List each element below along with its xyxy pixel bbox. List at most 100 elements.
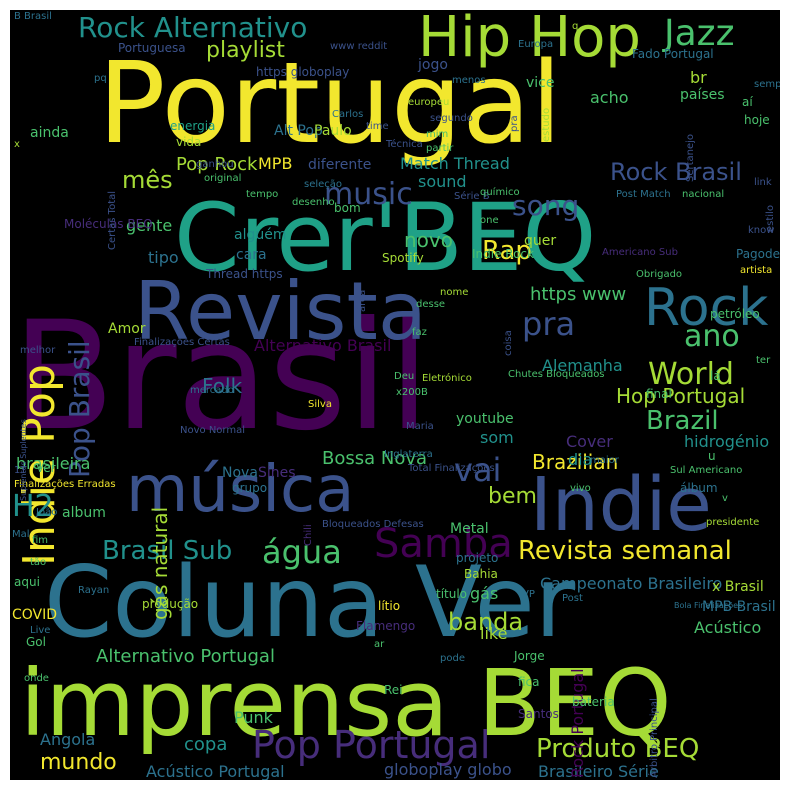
word-brazil: Brazil: [646, 406, 719, 436]
word-estudo: estudo: [541, 107, 552, 142]
word-album-accent: álbum: [680, 481, 718, 495]
word-copa: copa: [184, 734, 228, 755]
word-spotify: Spotify: [382, 251, 424, 265]
word-world: World: [648, 357, 734, 392]
word-coluna-ver: Coluna Ver: [44, 546, 576, 660]
word-alemanha: Alemanha: [542, 356, 623, 375]
word-mpb-brasil: MPB Brasil: [702, 599, 776, 615]
word-tipo: tipo: [148, 248, 179, 267]
word-gente: gente: [126, 216, 173, 235]
word-titulo: título: [436, 587, 468, 601]
word-mes: mês: [122, 166, 173, 194]
word-ainda: ainda: [30, 125, 69, 141]
word-jazz: Jazz: [664, 13, 735, 54]
word-vivo: vivo: [570, 483, 591, 494]
word-playlist: playlist: [206, 38, 285, 63]
word-time: time: [366, 121, 389, 132]
word-onde: onde: [24, 673, 49, 684]
word-sound: sound: [418, 172, 467, 191]
word-nova: Nova: [222, 465, 258, 481]
word-artista: artista: [740, 265, 773, 276]
word-banda: banda: [448, 608, 524, 636]
word-arbitro: Árbitro Principal: [649, 698, 660, 778]
word-brasil: Brasil: [12, 290, 430, 464]
word-desse: desse: [416, 299, 446, 310]
word-eletronico: Eletrónico: [422, 373, 472, 384]
word-rock-alternativo: Rock Alternativo: [78, 11, 308, 44]
word-alternativo-brasil: Alternativo Brasil: [254, 336, 392, 355]
word-indie: Indie: [530, 462, 712, 548]
word-quimico: químico: [480, 187, 520, 198]
word-rayan: Rayan: [78, 585, 110, 596]
word-x-brasil: x Brasil: [712, 579, 764, 595]
word-obrigado: Obrigado: [636, 269, 683, 280]
word-crer-beq: Crer'BEQ: [174, 184, 597, 293]
word-hoje: hoje: [744, 113, 770, 127]
word-pop-rock: Pop Rock: [176, 154, 258, 175]
word-bem: bem: [488, 484, 537, 509]
word-melhor: melhor: [20, 345, 56, 356]
word-metal: Metal: [450, 521, 489, 537]
word-globoplay-globo: globoplay globo: [384, 760, 512, 779]
word-v: v: [722, 493, 728, 504]
word-hop-portugal: Hop Portugal: [616, 384, 746, 408]
word-ganhou: ganhou: [196, 159, 234, 170]
word-tecnica: Técnica: [386, 139, 423, 150]
word-brasileira: brasileira: [16, 454, 91, 473]
word-aqui: aqui: [14, 575, 40, 589]
word-cover: Cover: [566, 432, 613, 451]
word-vp: VP: [522, 589, 535, 600]
word-europa: Europa: [518, 39, 554, 50]
word-hip-hop: Hip Hop: [418, 10, 641, 70]
word-cara: cara: [236, 247, 267, 263]
word-gol: Gol: [26, 635, 46, 649]
word-brazilian: Brazilian: [532, 450, 619, 474]
word-campeonato-brasileiro: Campeonato Brasileiro: [540, 574, 723, 593]
word-indie-rock: Indie Rock: [472, 247, 534, 261]
word-folk: Folk: [202, 374, 243, 398]
word-alt-pop: Alt Pop: [274, 123, 323, 139]
word-know: know: [748, 225, 775, 236]
word-area: área: [357, 289, 368, 312]
word-vai: vai: [454, 451, 502, 489]
word-live: Live: [30, 625, 51, 636]
word-agua: água: [262, 533, 342, 571]
word-american-sub: Americano Sub: [602, 247, 678, 258]
word-acustico-portugal: Acústico Portugal: [146, 762, 285, 780]
word-br: br: [690, 68, 707, 87]
word-u: u: [708, 449, 716, 463]
word-angola: Angola: [40, 730, 96, 749]
word-mim: mim: [426, 129, 449, 140]
word-finalizacoes-certas: Finalizações Certas: [134, 337, 230, 348]
word-selecao: seleção: [304, 179, 343, 190]
word-produto-beq: Produto BEQ: [536, 734, 700, 764]
word-x200b: x200B: [396, 387, 428, 398]
word-bahia: Bahia: [464, 567, 498, 581]
word-punk: Punk: [234, 708, 273, 727]
word-diferente: diferente: [308, 157, 372, 173]
word-finalizacoes-erradas: Finalizações Erradas: [14, 479, 116, 490]
word-pode: pode: [440, 653, 465, 664]
word-acustico: Acústico: [694, 618, 762, 637]
word-original: original: [204, 173, 242, 184]
word-fim: fim: [32, 535, 49, 546]
word-x-small: x: [14, 139, 20, 150]
word-link: link: [754, 177, 772, 188]
word-ar: ar: [374, 639, 385, 650]
word-pra-small: pra: [509, 115, 520, 132]
word-tempo: tempo: [246, 189, 279, 200]
word-rei: Rei: [384, 683, 403, 697]
word-covid: COVID: [12, 607, 58, 623]
word-santos: Santos: [518, 707, 559, 721]
word-chili: Chili: [303, 524, 314, 546]
word-rock-portugal: Rock Portugal: [568, 668, 587, 778]
word-moleculas-beq: Moléculas BEQ: [64, 217, 153, 231]
word-bola-finalizacoes: Bola Finalizações: [674, 601, 743, 610]
word-mal: Mal: [12, 529, 30, 540]
word-novo-normal: Novo Normal: [180, 425, 245, 436]
word-alguem: alguém: [234, 227, 287, 243]
word-pop-portugal: Pop Portugal: [252, 723, 491, 767]
word-grupo: grupo: [232, 481, 268, 495]
word-acho: acho: [590, 88, 629, 107]
word-album: album: [62, 505, 106, 521]
